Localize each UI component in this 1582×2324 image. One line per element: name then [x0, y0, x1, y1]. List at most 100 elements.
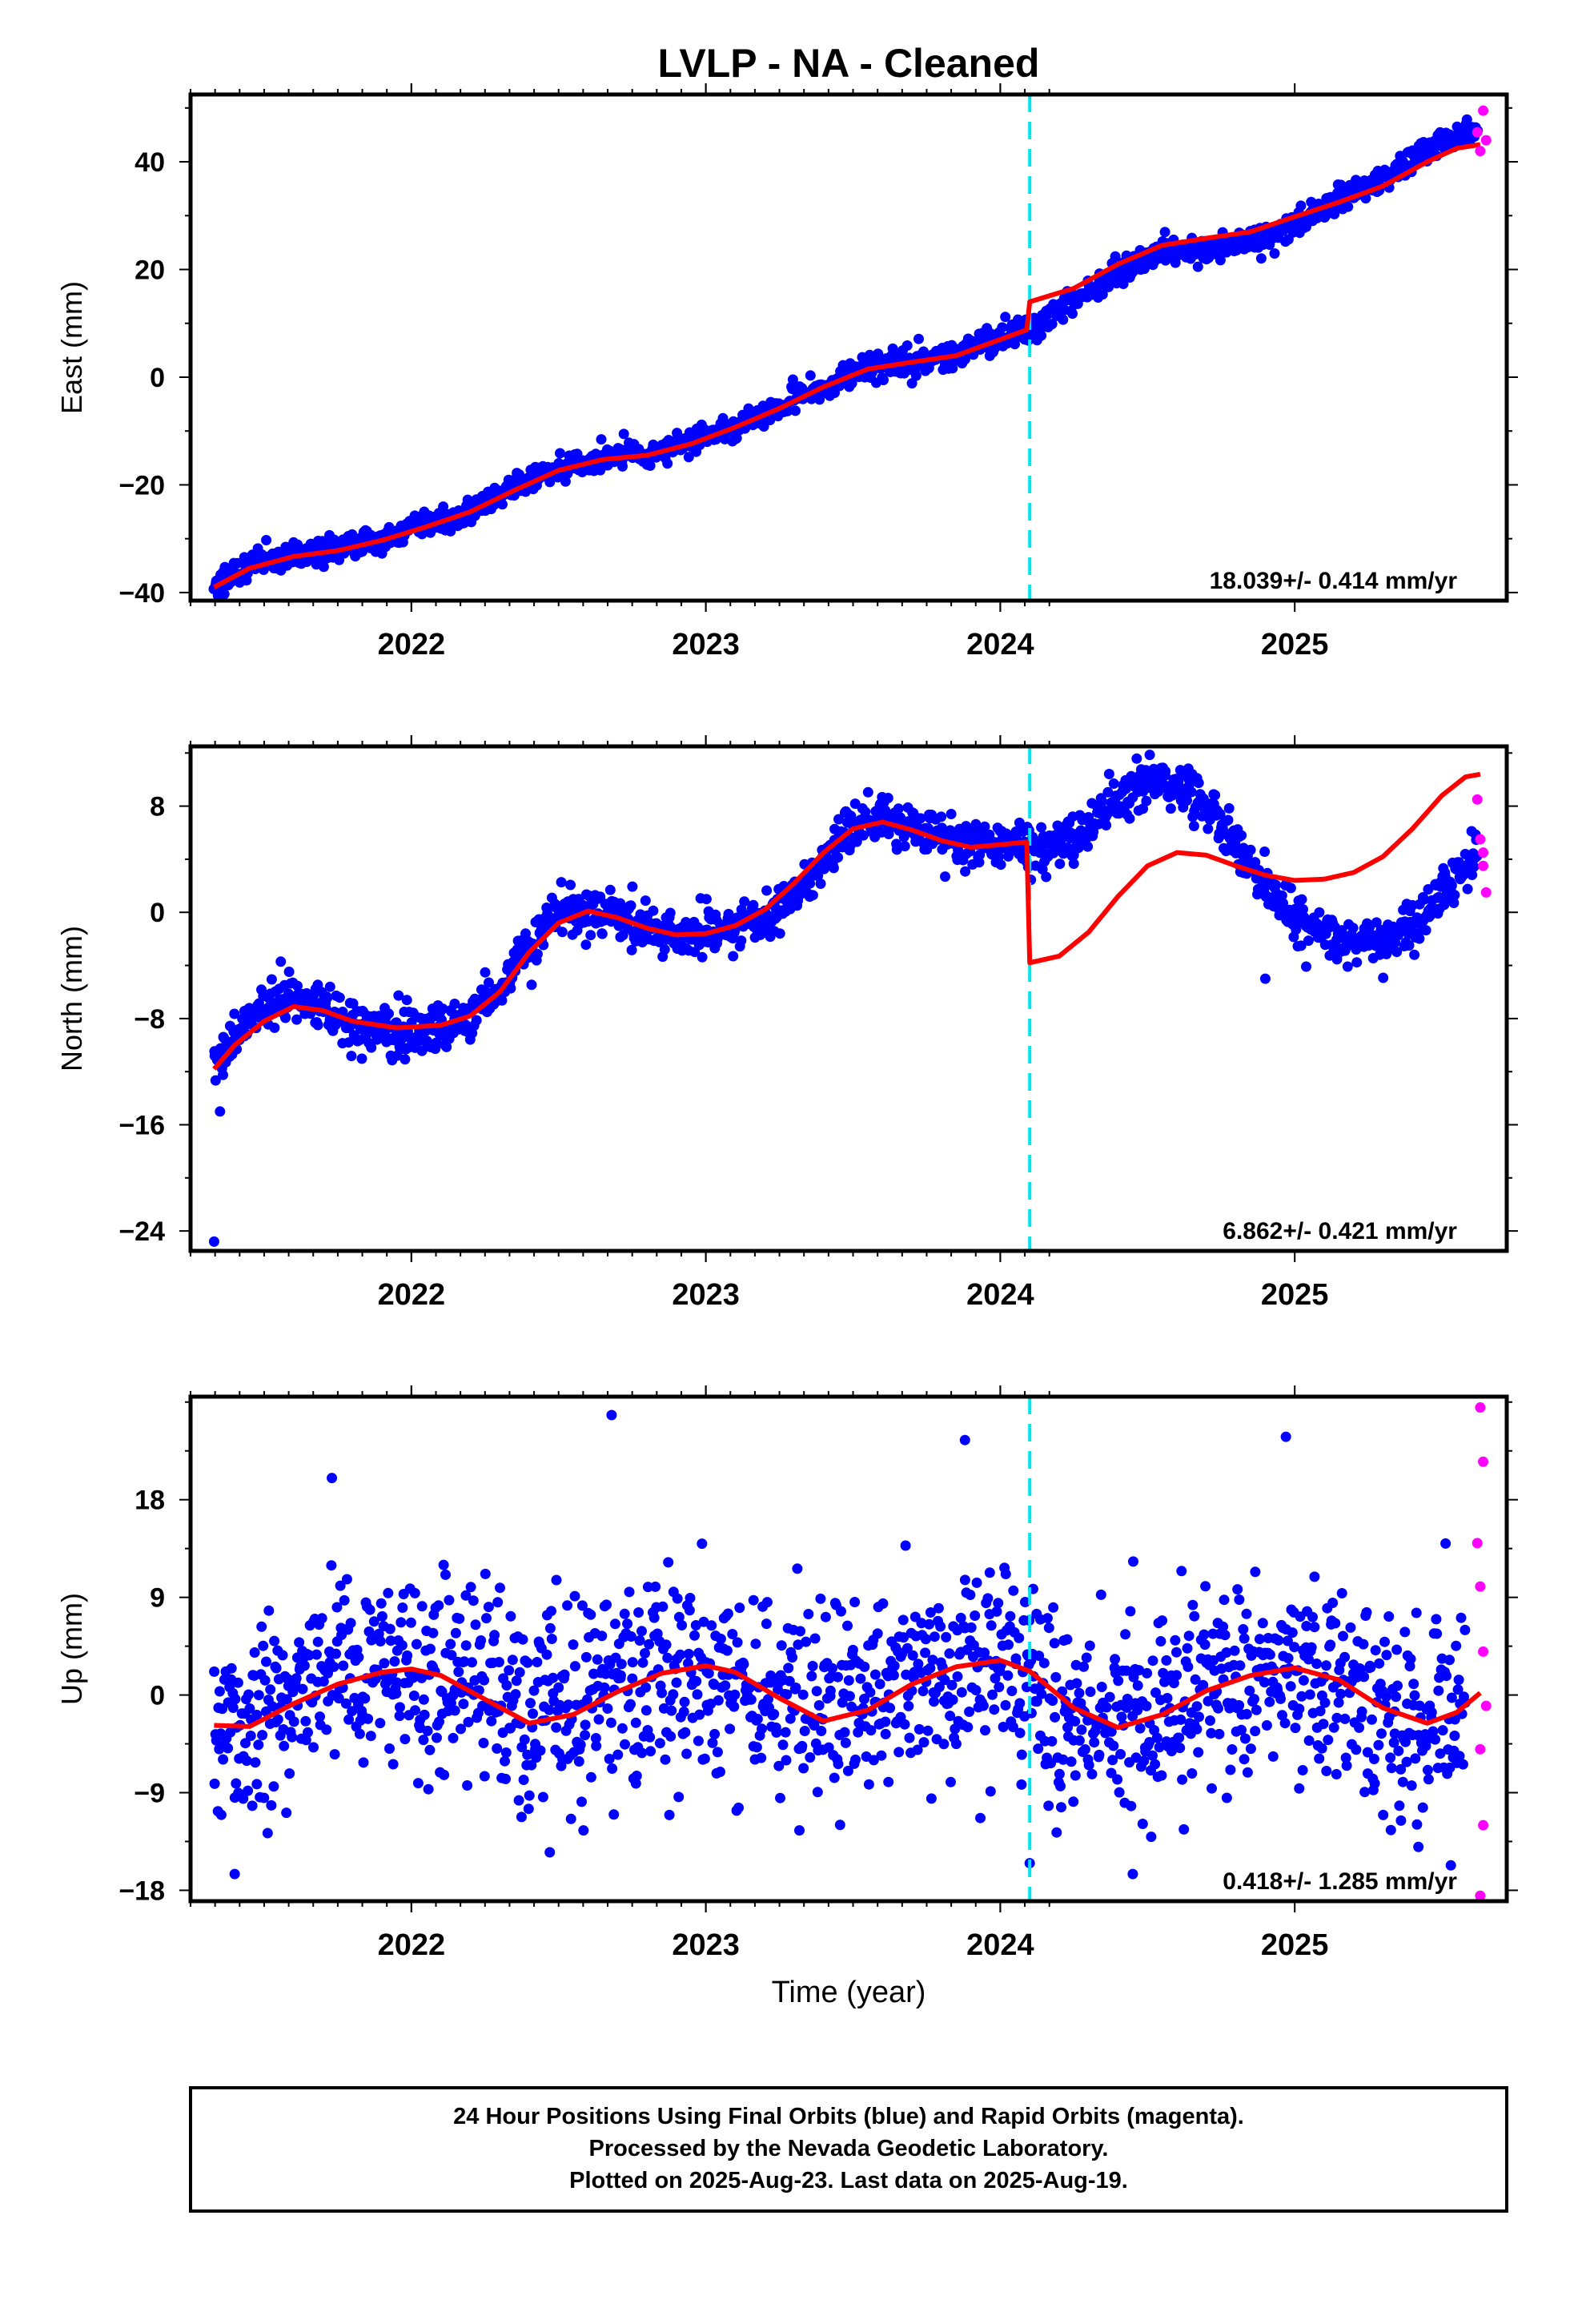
north-final-point	[1351, 957, 1363, 968]
up-final-point	[853, 1727, 864, 1738]
up-final-point	[843, 1675, 854, 1686]
north-final-point	[891, 844, 902, 855]
up-final-point	[247, 1800, 258, 1811]
up-final-point	[1301, 1621, 1312, 1631]
up-final-point	[501, 1680, 512, 1691]
up-final-point	[1101, 1702, 1112, 1713]
up-final-point	[1071, 1678, 1082, 1689]
up-final-point	[1085, 1687, 1096, 1697]
up-final-point	[1182, 1642, 1193, 1654]
up-final-point	[463, 1716, 474, 1727]
up-final-point	[486, 1715, 497, 1727]
up-final-point	[408, 1691, 420, 1701]
up-final-point	[519, 1734, 530, 1745]
up-final-point	[627, 1657, 638, 1668]
east-ytick-label: 20	[135, 255, 165, 286]
up-outlier-point	[229, 1868, 240, 1880]
up-final-point	[311, 1649, 322, 1660]
up-final-point	[411, 1638, 422, 1650]
up-final-point	[1033, 1743, 1044, 1755]
east-final-point	[555, 448, 565, 459]
up-final-point	[585, 1609, 596, 1620]
north-final-point	[580, 939, 592, 951]
up-final-point	[227, 1703, 239, 1713]
north-final-point	[1347, 923, 1359, 934]
up-final-point	[331, 1602, 343, 1613]
up-final-point	[727, 1629, 738, 1639]
up-final-point	[678, 1707, 689, 1717]
north-final-point	[1295, 940, 1307, 951]
up-final-point	[1341, 1760, 1352, 1771]
north-final-point	[1223, 802, 1235, 814]
up-final-point	[1431, 1614, 1442, 1625]
up-final-point	[405, 1617, 416, 1628]
north-final-point	[1203, 823, 1214, 834]
up-final-point	[605, 1717, 616, 1728]
east-xtick-label: 2022	[378, 628, 446, 661]
up-final-point	[1277, 1710, 1287, 1721]
up-final-point	[465, 1582, 476, 1593]
up-final-point	[525, 1698, 536, 1709]
up-final-point	[1108, 1740, 1119, 1751]
up-final-point	[468, 1595, 479, 1606]
up-final-point	[576, 1796, 587, 1807]
up-final-point	[1367, 1714, 1377, 1725]
up-final-point	[1050, 1711, 1061, 1723]
up-final-point	[376, 1610, 387, 1622]
up-final-point	[1298, 1675, 1309, 1686]
up-final-point	[459, 1656, 470, 1667]
north-final-point	[1165, 803, 1176, 814]
up-final-point	[209, 1666, 220, 1677]
up-final-point	[903, 1700, 914, 1711]
up-final-point	[642, 1582, 653, 1593]
north-final-point	[1103, 769, 1114, 779]
up-final-point	[1235, 1660, 1246, 1671]
up-final-point	[971, 1577, 982, 1588]
up-final-point	[962, 1722, 974, 1733]
up-final-point	[1183, 1630, 1195, 1642]
up-final-point	[1049, 1638, 1060, 1649]
up-final-point	[650, 1581, 661, 1592]
up-final-point	[599, 1682, 610, 1693]
north-final-point	[1062, 842, 1073, 853]
east-ytick-label: −20	[118, 470, 165, 501]
up-final-point	[476, 1635, 487, 1646]
east-final-point	[1295, 200, 1307, 211]
up-final-point	[698, 1616, 709, 1627]
up-final-point	[1261, 1720, 1272, 1731]
east-rapid-points	[1472, 105, 1492, 157]
up-final-point	[1130, 1752, 1142, 1763]
north-outlier-point	[1259, 973, 1271, 984]
up-final-point	[1106, 1726, 1117, 1737]
north-final-point	[1290, 903, 1300, 915]
up-final-point	[1354, 1722, 1365, 1733]
up-final-point	[938, 1739, 950, 1750]
up-final-point	[1379, 1636, 1390, 1647]
up-final-point	[666, 1705, 677, 1716]
up-final-point	[1294, 1783, 1305, 1794]
up-final-point	[1042, 1613, 1053, 1624]
up-final-point	[1187, 1599, 1199, 1610]
up-final-point	[994, 1682, 1005, 1693]
north-final-point	[449, 999, 460, 1009]
up-rate-label: 0.418+/- 1.285 mm/yr	[1223, 1868, 1457, 1895]
up-final-point	[1227, 1744, 1238, 1755]
east-rate-label: 18.039+/- 0.414 mm/yr	[1210, 568, 1458, 594]
up-final-point	[880, 1716, 891, 1727]
up-final-point	[249, 1647, 260, 1658]
up-rapid-point	[1478, 1456, 1489, 1467]
up-final-point	[1251, 1704, 1262, 1715]
up-final-point	[863, 1779, 874, 1790]
up-final-point	[1157, 1615, 1168, 1626]
up-final-point	[460, 1640, 472, 1651]
up-final-point	[315, 1711, 325, 1723]
up-final-point	[1327, 1598, 1339, 1608]
up-final-point	[780, 1727, 791, 1738]
up-final-point	[223, 1743, 234, 1754]
up-final-point	[281, 1807, 292, 1819]
up-final-point	[262, 1827, 273, 1839]
up-final-point	[526, 1759, 537, 1771]
up-final-point	[1417, 1802, 1428, 1813]
up-final-point	[1089, 1737, 1100, 1748]
